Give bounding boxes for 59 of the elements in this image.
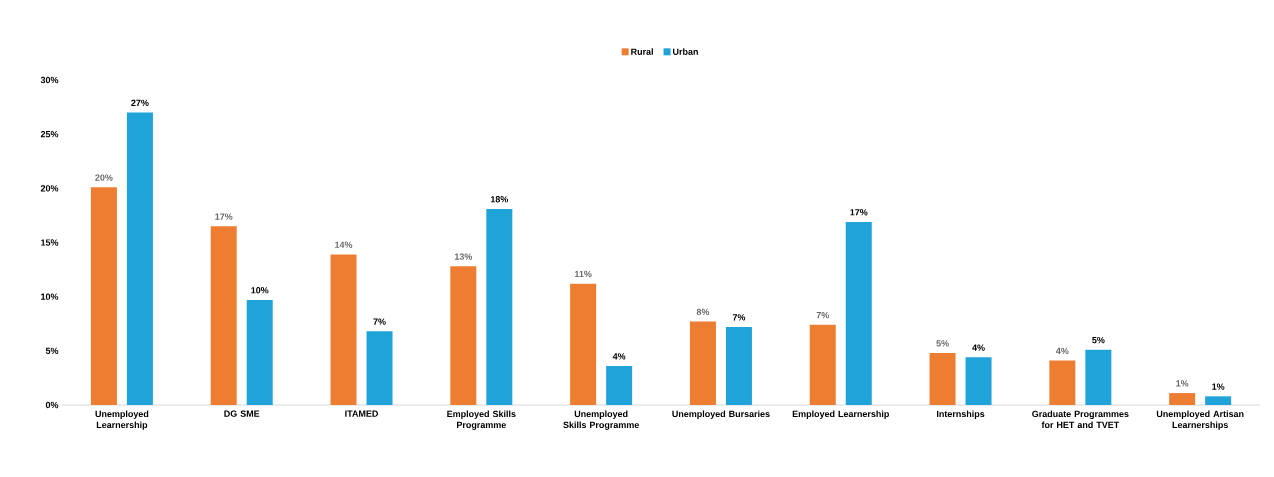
x-tick-label: Unemployed Skills Programme: [563, 410, 639, 430]
data-label: 7%: [816, 312, 829, 319]
bar: [570, 283, 597, 405]
bar: [246, 299, 273, 405]
x-tick-label: Unemployed Learnership: [95, 410, 149, 430]
y-tick-label: 20%: [40, 185, 59, 192]
bar: [845, 221, 872, 405]
y-tick-label: 5%: [45, 347, 59, 354]
data-label: 5%: [1092, 336, 1105, 344]
data-label: 20%: [95, 174, 113, 181]
bar: [210, 226, 237, 405]
bar: [366, 331, 393, 405]
x-tick-label: Internships: [936, 410, 985, 419]
y-tick-label: 0%: [45, 401, 59, 409]
data-label: 10%: [251, 287, 269, 294]
data-label: 18%: [490, 196, 509, 203]
data-label: 4%: [972, 344, 985, 351]
x-tick-label: Unemployed Artisan Learnerships: [1156, 410, 1244, 430]
y-tick-label: 30%: [40, 76, 59, 84]
y-tick-label: 25%: [40, 130, 59, 138]
x-tick-label: ITAMED: [345, 410, 378, 417]
data-label: 17%: [215, 213, 233, 220]
bar: [330, 254, 357, 405]
data-label: 7%: [373, 318, 386, 325]
data-label: 4%: [612, 353, 626, 360]
data-label: 11%: [574, 270, 592, 278]
x-tick-label: Employed Learnership: [792, 410, 889, 419]
data-label: 13%: [454, 253, 473, 260]
bar: [965, 357, 992, 405]
y-tick-label: 10%: [41, 293, 59, 300]
bar: [929, 353, 956, 405]
bar: [486, 208, 513, 405]
data-label: 14%: [335, 241, 353, 248]
data-label: 27%: [131, 99, 149, 106]
x-tick-label: Graduate Programmes for HET and TVET: [1032, 410, 1129, 429]
data-label: 5%: [936, 340, 949, 347]
data-label: 17%: [850, 209, 868, 216]
bar: [1085, 349, 1112, 405]
data-label: 1%: [1176, 380, 1189, 387]
bar: [725, 327, 752, 405]
x-tick-label: Unemployed Bursaries: [672, 410, 770, 419]
data-label: 1%: [1212, 383, 1225, 390]
bar: [1205, 396, 1232, 405]
x-tick-label: Employed Skills Programme: [447, 410, 516, 430]
bar: [1169, 393, 1196, 405]
bar: [809, 324, 836, 405]
legend-label: Rural: [631, 48, 653, 55]
data-label: 4%: [1056, 347, 1069, 355]
x-tick-label: DG SME: [224, 410, 260, 417]
bar: [450, 266, 477, 405]
bar: [689, 321, 716, 405]
bar: [1049, 360, 1076, 405]
legend-label: Urban: [673, 48, 698, 55]
y-tick-label: 15%: [41, 239, 59, 246]
data-label: 7%: [732, 314, 746, 321]
bar: [90, 187, 117, 405]
bar: [606, 366, 633, 405]
bar: [126, 112, 153, 405]
data-label: 8%: [696, 308, 710, 316]
